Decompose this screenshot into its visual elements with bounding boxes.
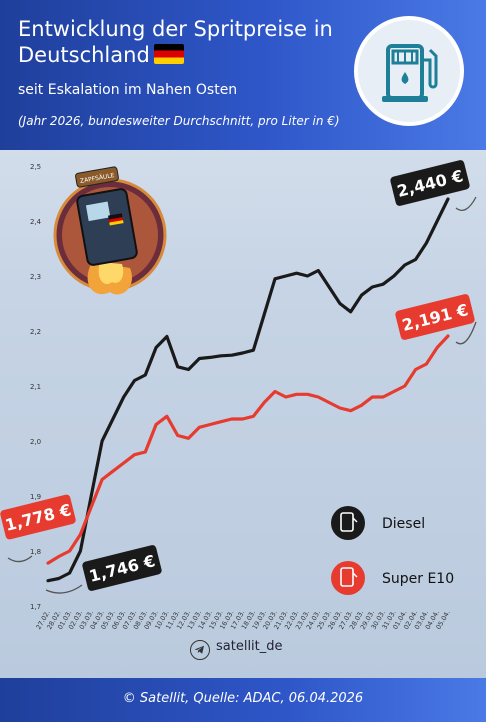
title-text: Entwicklung der Spritpreise in Deutschla… (18, 17, 333, 67)
y-tick-label: 1,7 (30, 603, 41, 611)
series-lines (46, 197, 450, 583)
price-chart: ZAPFSÄULE 1,7 1,8 1,9 2,0 2,1 2,2 2,3 2,4 2,5 27… (0, 160, 477, 631)
legend-item-diesel: Diesel (331, 506, 425, 540)
callout-e10-start-arrow (7, 555, 33, 563)
series-line-diesel (46, 197, 450, 583)
legend-item-e10: Super E10 (331, 561, 454, 595)
callout-e10-end-arrow (455, 321, 477, 345)
x-axis: 27.02.28.02.01.03.02.03.03.03.04.03.05.0… (34, 609, 451, 631)
y-axis: 1,7 1,8 1,9 2,0 2,1 2,2 2,3 2,4 2,5 (30, 163, 42, 611)
brand-text: satellit_de (216, 639, 283, 654)
y-tick-label: 1,8 (30, 548, 41, 556)
header: Entwicklung der Spritpreise in Deutschla… (0, 0, 486, 150)
callout-e10-end: 2,191 € (395, 294, 477, 345)
y-tick-label: 2,3 (30, 273, 41, 281)
callout-diesel-end: 2,440 € (390, 160, 477, 211)
source-credit: © Satellit, Quelle: ADAC, 06.04.2026 (122, 691, 364, 706)
y-tick-label: 2,5 (30, 163, 41, 171)
footer: © Satellit, Quelle: ADAC, 06.04.2026 (0, 678, 486, 722)
page-title: Entwicklung der Spritpreise in Deutschla… (18, 16, 338, 68)
callout-diesel-end-arrow (455, 196, 477, 211)
y-tick-label: 2,4 (30, 218, 42, 226)
unit-note: (Jahr 2026, bundesweiter Durchschnitt, p… (18, 114, 340, 128)
rocket-pump-illustration: ZAPFSÄULE (53, 166, 167, 295)
brand-handle: satellit_de (216, 639, 283, 654)
y-tick-label: 2,0 (30, 438, 41, 446)
fuel-pump-icon (340, 512, 354, 532)
legend: Diesel Super E10 (331, 506, 454, 595)
y-tick-label: 1,9 (30, 493, 41, 501)
legend-label-e10: Super E10 (382, 571, 454, 587)
german-flag-icon (153, 44, 184, 64)
callout-diesel-start-arrow (45, 584, 83, 594)
fuel-pump-icon (354, 16, 464, 126)
callout-diesel-start: 1,746 € (45, 545, 162, 594)
subtitle: seit Eskalation im Nahen Osten (18, 82, 238, 98)
fuel-pump-icon (340, 567, 354, 587)
y-tick-label: 2,1 (30, 383, 41, 391)
y-tick-label: 2,2 (30, 328, 41, 336)
legend-label-diesel: Diesel (382, 516, 425, 532)
series-line-e10 (46, 334, 450, 565)
telegram-icon (190, 640, 210, 660)
